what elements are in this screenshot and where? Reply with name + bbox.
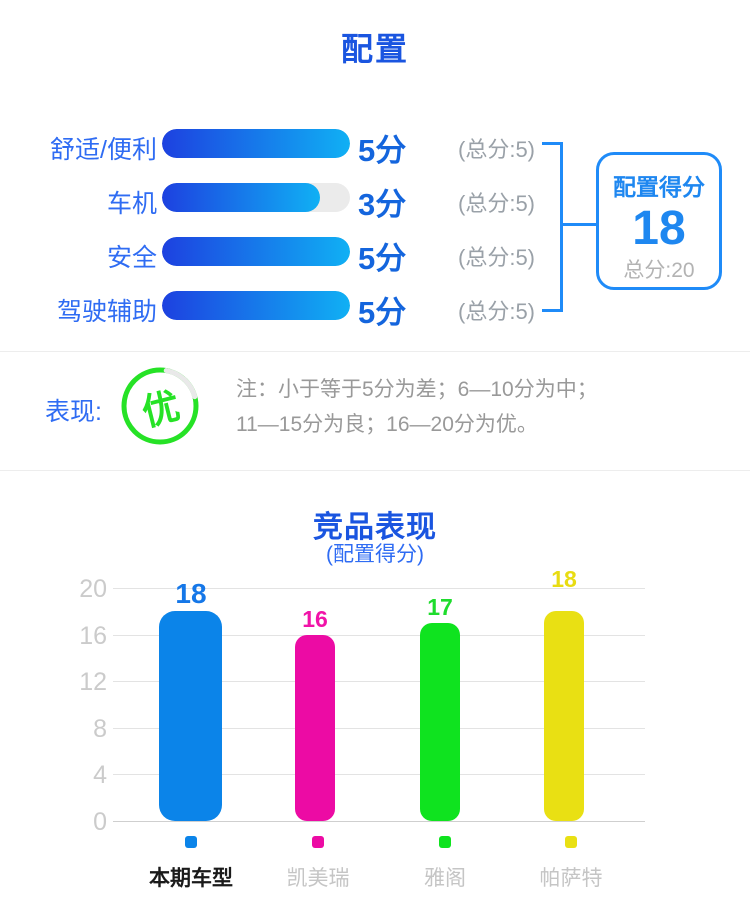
- rating-bar-track: [162, 237, 350, 266]
- ytick: 0: [93, 808, 107, 836]
- legend-swatch: [185, 836, 197, 848]
- config-row-label: 车机: [106, 190, 157, 218]
- rating-bar-fill: [162, 237, 350, 266]
- performance-label: 表现:: [45, 398, 102, 426]
- gridline-4: [113, 774, 645, 775]
- rating-bar-fill: [162, 183, 320, 212]
- config-row-label: 驾驶辅助: [56, 298, 157, 326]
- legend-swatch: [439, 836, 451, 848]
- grade-stamp: 优: [118, 364, 202, 448]
- rating-bar-track: [162, 291, 350, 320]
- bar-accord: [420, 622, 460, 821]
- rating-bar-track: [162, 129, 350, 158]
- chart-subtitle: (配置得分): [326, 543, 424, 566]
- legend-label: 本期车型: [149, 867, 233, 890]
- grade-circle-icon: [121, 367, 199, 445]
- config-row-label: 安全: [106, 244, 157, 272]
- legend-swatch: [312, 836, 324, 848]
- bar-camry: [295, 634, 335, 821]
- legend-item-camry: 凯美瑞: [238, 835, 398, 892]
- performance-note: 注：小于等于5分为差；6—10分为中； 11—15分为良；16—20分为优。: [236, 372, 598, 442]
- rating-total: (总分:5): [458, 137, 536, 162]
- gridline-16: [113, 635, 645, 636]
- gridline-8: [113, 728, 645, 729]
- rating-score: 5分: [358, 133, 407, 168]
- rating-score: 3分: [358, 187, 407, 222]
- bar-value-label: 17: [427, 594, 453, 620]
- score-box-value: 18: [632, 202, 686, 255]
- bar-current-model: [159, 611, 222, 821]
- legend-item-current-model: 本期车型: [111, 835, 271, 892]
- rating-score: 5分: [358, 241, 407, 276]
- legend-label: 雅阁: [424, 867, 466, 890]
- rating-bar-track: [162, 183, 350, 212]
- note-line-2: 11—15分为良；16—20分为优。: [236, 413, 538, 436]
- config-row-comfort: 舒适/便利 5分 (总分:5): [0, 129, 750, 168]
- divider: [0, 351, 750, 352]
- gridline-0: [113, 821, 645, 822]
- rating-bar-fill: [162, 129, 350, 158]
- gridline-12: [113, 681, 645, 682]
- chart-title: 竞品表现: [313, 511, 437, 544]
- config-score-box: 配置得分 18 总分:20: [596, 152, 722, 290]
- legend-swatch: [565, 836, 577, 848]
- score-box-title: 配置得分: [613, 174, 705, 200]
- divider: [0, 470, 750, 471]
- rating-bar-fill: [162, 291, 350, 320]
- rating-total: (总分:5): [458, 245, 536, 270]
- legend-item-passat: 帕萨特: [491, 835, 651, 892]
- rating-score: 5分: [358, 295, 407, 330]
- ytick: 20: [79, 575, 107, 603]
- bar-passat: [544, 611, 584, 821]
- legend-item-accord: 雅阁: [365, 835, 525, 892]
- score-box-total: 总分:20: [623, 259, 695, 282]
- bracket-connector: [560, 223, 596, 226]
- legend-label: 凯美瑞: [286, 867, 350, 890]
- bracket-line: [542, 142, 563, 312]
- gridline-20: [113, 588, 645, 589]
- rating-total: (总分:5): [458, 299, 536, 324]
- config-row-driver-assist: 驾驶辅助 5分 (总分:5): [0, 291, 750, 330]
- ytick: 12: [79, 668, 107, 696]
- config-row-infotainment: 车机 3分 (总分:5): [0, 183, 750, 222]
- config-row-label: 舒适/便利: [50, 136, 157, 164]
- ytick: 8: [93, 715, 107, 743]
- bar-value-label: 16: [302, 606, 328, 632]
- page-title: 配置: [340, 31, 409, 67]
- bar-chart-plot: 20 16 12 8 4 0 18 16 17 18: [0, 566, 750, 840]
- bar-value-label: 18: [175, 578, 207, 609]
- legend-label: 帕萨特: [539, 867, 603, 890]
- config-row-safety: 安全 5分 (总分:5): [0, 237, 750, 276]
- bar-value-label: 18: [551, 566, 577, 592]
- rating-total: (总分:5): [458, 191, 536, 216]
- ytick: 16: [79, 622, 107, 650]
- note-line-1: 注：小于等于5分为差；6—10分为中；: [236, 378, 598, 401]
- ytick: 4: [93, 761, 107, 789]
